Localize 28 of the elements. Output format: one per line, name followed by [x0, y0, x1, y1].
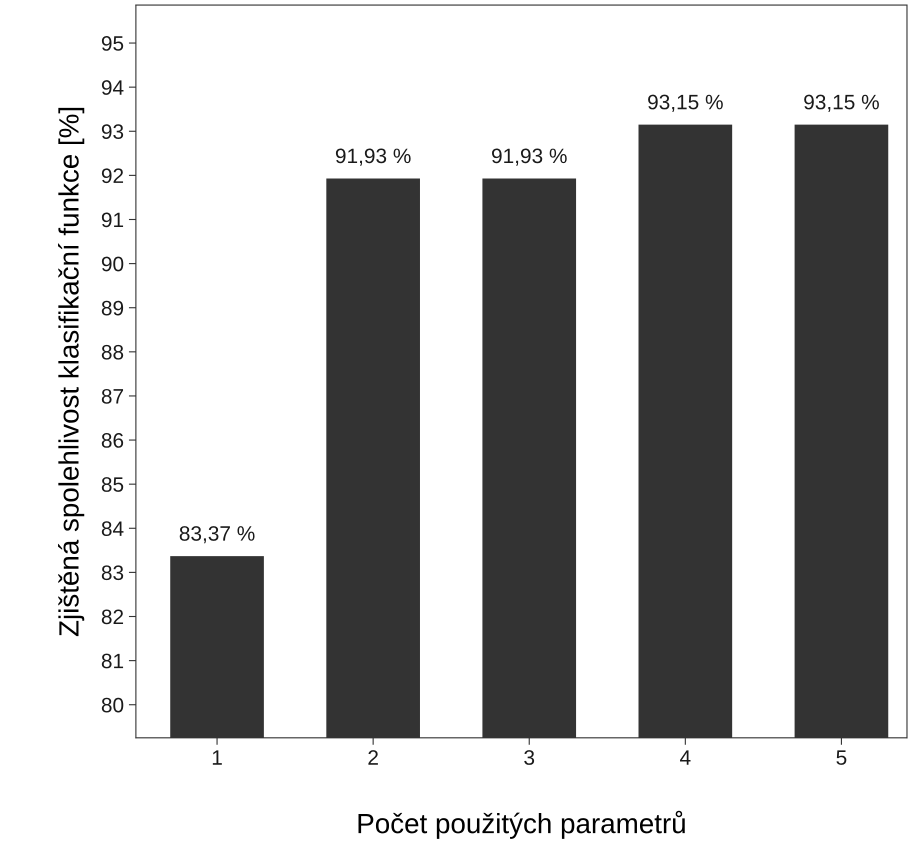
- y-tick-label: 95: [102, 36, 124, 51]
- data-label: 91,93 %: [492, 148, 567, 166]
- y-tick-label: 88: [102, 344, 124, 360]
- y-tick-label: 93: [102, 124, 124, 140]
- x-axis-title: Počet použitých parametrů: [358, 810, 685, 839]
- y-tick-label: 82: [102, 610, 124, 624]
- x-tick-label: 4: [680, 750, 691, 765]
- y-axis-title: Zjištěná spolehlivost klasifikační funkce [%]: [58, 108, 84, 636]
- y-tick-label: 90: [102, 256, 124, 272]
- y-tick-label: 89: [102, 300, 124, 316]
- y-tick-label: 94: [102, 80, 124, 95]
- y-tick-label: 86: [102, 433, 124, 448]
- x-tick-label: 5: [836, 750, 846, 765]
- y-tick-label: 84: [102, 521, 124, 536]
- data-label: 93,15 %: [648, 94, 723, 112]
- y-tick-label: 83: [102, 565, 124, 580]
- data-label: 93,15 %: [804, 94, 879, 112]
- x-tick-label: 1: [212, 750, 222, 765]
- y-tick-label: 91: [102, 212, 124, 228]
- x-tick-label: 3: [524, 750, 534, 765]
- x-tick-label: 2: [368, 750, 378, 765]
- y-tick-label: 92: [102, 168, 124, 184]
- y-tick-label: 81: [102, 654, 124, 668]
- y-tick-label: 87: [102, 388, 124, 404]
- data-label: 91,93 %: [336, 148, 411, 166]
- y-tick-label: 80: [102, 698, 124, 712]
- data-label: 83,37 %: [180, 526, 255, 544]
- y-tick-label: 85: [102, 477, 124, 492]
